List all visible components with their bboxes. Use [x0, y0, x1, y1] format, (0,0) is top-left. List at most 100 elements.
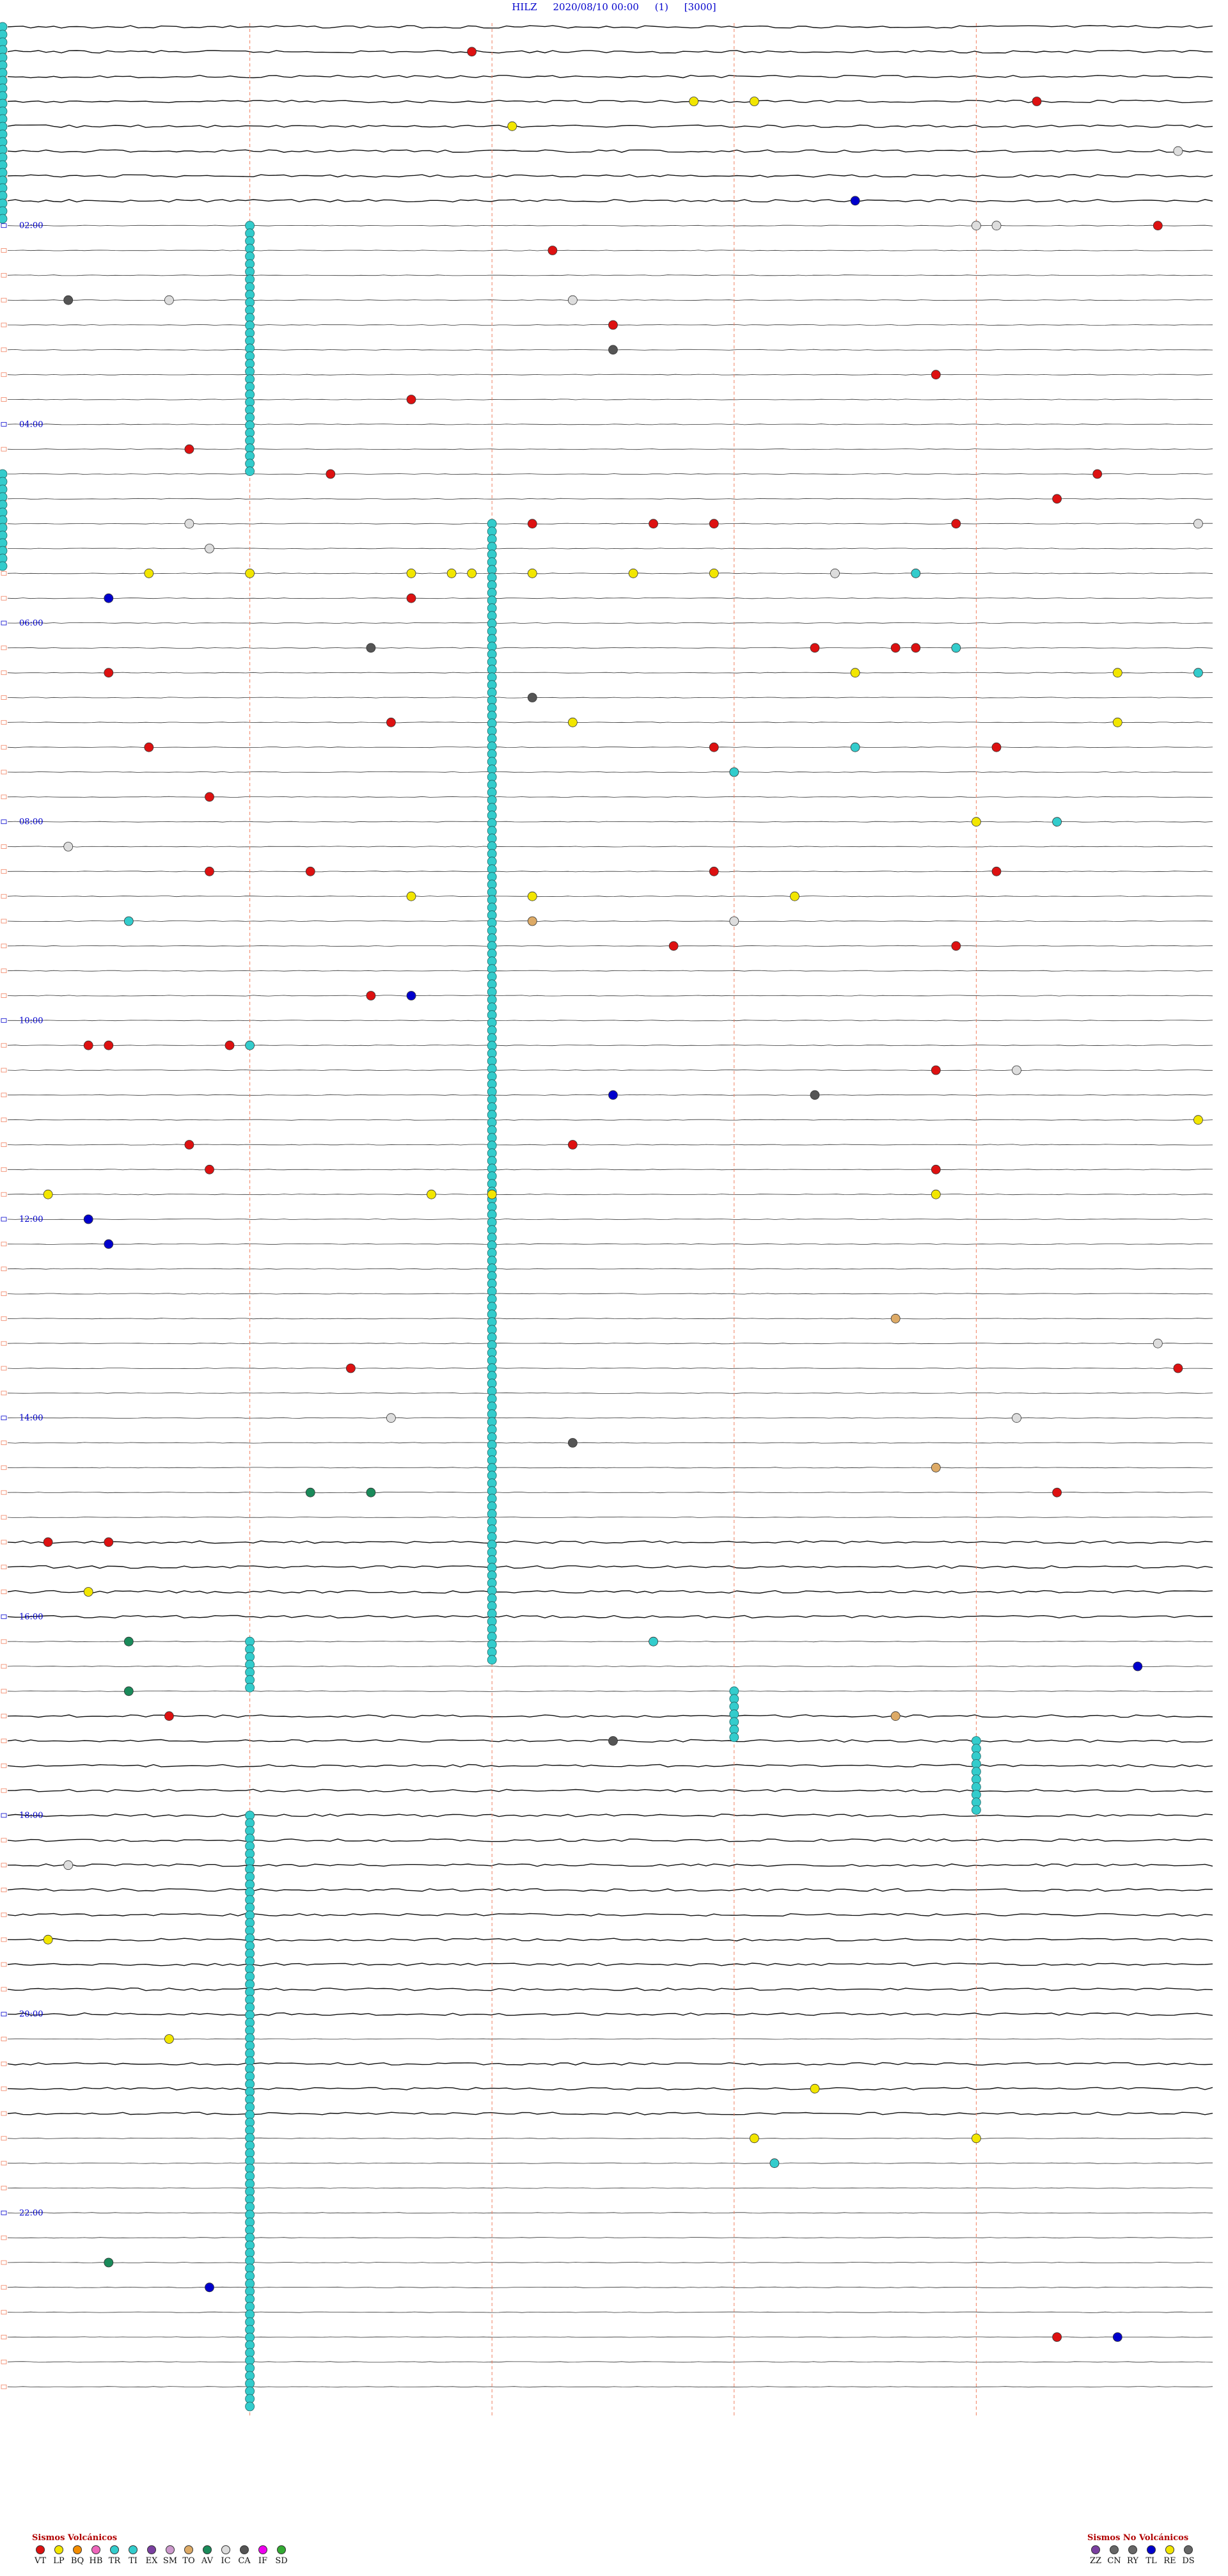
row-marker [1, 2111, 7, 2116]
event-marker-lp [43, 1189, 53, 1199]
event-marker-lp [467, 568, 477, 578]
event-marker-av [123, 1636, 134, 1647]
trace-line [7, 124, 1213, 129]
row-marker [1, 1540, 7, 1545]
event-marker-vt [144, 742, 154, 752]
event-marker-tr [245, 1040, 255, 1050]
row-marker [1, 1341, 7, 1346]
event-marker-vt [911, 643, 921, 653]
event-marker-vt [104, 1040, 114, 1050]
event-marker-vt [810, 643, 820, 653]
trace-line [7, 74, 1213, 79]
legend-item-bq: BQ [69, 2545, 86, 2566]
event-markers [43, 47, 1203, 2342]
trace-line [7, 1987, 1213, 1991]
row-marker [1, 1192, 7, 1197]
hour-label: 20:00 [19, 2010, 43, 2019]
trace-line [8, 1020, 1213, 1022]
legend-swatch [203, 2545, 212, 2554]
trace-line [7, 1343, 1213, 1345]
row-marker [1, 695, 7, 700]
trace-line [7, 672, 1213, 674]
event-marker-vt [991, 866, 1002, 876]
hour-label: 08:00 [19, 818, 43, 827]
legend-code: ZZ [1089, 2556, 1102, 2566]
row-marker [1, 993, 7, 998]
trace-line [7, 945, 1213, 947]
trace-line [7, 1963, 1213, 1966]
trace-line [7, 1913, 1213, 1917]
event-marker-tl [850, 196, 860, 206]
event-marker-vt [205, 866, 214, 876]
trace-line [7, 1045, 1213, 1047]
legend-code: TR [108, 2556, 121, 2566]
event-marker-lp [1112, 668, 1122, 678]
event-marker-lp [406, 568, 416, 578]
legend-code: SD [275, 2556, 288, 2566]
plot-title: HILZ 2020/08/10 00:00 (1) [3000] [0, 1, 1228, 13]
row-marker [1, 1788, 7, 1793]
trace-line [7, 1863, 1213, 1867]
event-marker-lp [527, 568, 537, 578]
event-marker-ic [991, 221, 1002, 231]
legend-swatch [166, 2545, 175, 2554]
legend-item-tr: TR [106, 2545, 123, 2566]
event-marker-vt [709, 866, 719, 876]
event-marker-vt [608, 320, 618, 330]
event-marker-lp [527, 891, 537, 901]
trace-line [7, 622, 1213, 624]
legend-swatch [221, 2545, 230, 2554]
event-marker-tl [608, 1090, 618, 1100]
row-marker [1, 1217, 7, 1222]
row-marker [1, 1962, 7, 1967]
legend-swatch [277, 2545, 286, 2554]
row-marker [1, 1267, 7, 1272]
legend-code: TI [129, 2556, 138, 2566]
legend-code: TO [182, 2556, 195, 2566]
trace-line [7, 722, 1213, 723]
event-marker-tr [911, 568, 921, 578]
row-marker [1, 2012, 7, 2017]
event-marker-tr [729, 767, 739, 777]
legend-code: AV [201, 2556, 214, 2566]
legend-swatch [147, 2545, 156, 2554]
legend-item-zz: ZZ [1087, 2545, 1104, 2566]
hour-labels: 02:00 04:00 06:00 08:00 10:00 12:00 14:00 16:00… [19, 221, 43, 2218]
row-marker [1, 1813, 7, 1818]
row-marker [1, 273, 7, 278]
row-marker [1, 1763, 7, 1768]
trace-line [7, 995, 1213, 997]
event-marker-ic [1153, 1338, 1163, 1348]
row-marker [1, 1987, 7, 1992]
event-marker-ic [1012, 1413, 1021, 1423]
event-marker-vt [104, 1537, 114, 1547]
volcanic-legend-items: VT LP BQ HB TR TI EX SM TO AV IC CA IF SD [32, 2545, 290, 2566]
event-marker-vt [224, 1040, 235, 1050]
event-marker-ic [830, 568, 840, 578]
event-marker-vt [366, 991, 376, 1000]
trace-line [7, 1838, 1213, 1842]
legend-swatch [1091, 2545, 1100, 2554]
trace-line [7, 523, 1213, 525]
plot-datetime: 2020/08/10 00:00 [553, 1, 639, 13]
event-marker-vt [931, 1164, 941, 1174]
row-marker [1, 322, 7, 328]
trace-line [8, 473, 1213, 475]
event-marker-ic [972, 221, 981, 231]
legend-item-lp: LP [51, 2545, 67, 2566]
trace-line [7, 1194, 1213, 1196]
row-marker [1, 1391, 7, 1396]
event-marker-tr [850, 742, 860, 752]
swarm-event-marker [729, 1732, 739, 1742]
trace-line [7, 1467, 1213, 1469]
hour-label: 12:00 [19, 1215, 43, 1224]
row-marker [1, 869, 7, 874]
trace-line [8, 399, 1213, 400]
trace-line [7, 1318, 1213, 1320]
row-marker [1, 2359, 7, 2364]
trace-line [7, 448, 1213, 450]
event-marker-vt [467, 47, 477, 57]
legend-item-ic: IC [217, 2545, 234, 2566]
row-marker [1, 819, 7, 825]
legend-item-ds: DS [1180, 2545, 1197, 2566]
